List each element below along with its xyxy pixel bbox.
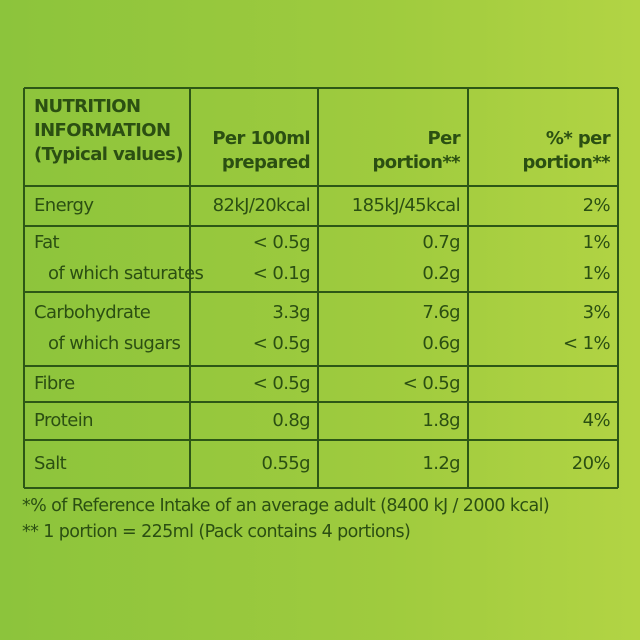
- row-border: [24, 365, 618, 367]
- footnote: ** 1 portion = 225ml (Pack contains 4 po…: [22, 522, 411, 542]
- nutrient-value: 0.8g: [272, 409, 310, 431]
- column-border: [467, 88, 469, 488]
- header-text: prepared: [221, 152, 311, 173]
- header-text: INFORMATION: [34, 120, 171, 141]
- nutrient-value: 3.3g: [272, 302, 310, 323]
- nutrient-value: 82kJ/20kcal: [212, 194, 311, 216]
- row-border: [24, 401, 618, 403]
- nutrient-name: of which sugars: [48, 333, 181, 354]
- nutrient-value: < 0.5g: [252, 333, 311, 354]
- nutrient-value: 4%: [582, 409, 611, 431]
- nutrient-value: 1%: [582, 263, 611, 284]
- nutrient-value: < 0.5g: [252, 372, 311, 394]
- row-border: [24, 225, 618, 227]
- nutrient-value: < 0.5g: [402, 372, 461, 394]
- row-border: [24, 487, 618, 489]
- nutrient-value: 20%: [571, 452, 611, 474]
- nutrient-value: 0.2g: [422, 263, 460, 284]
- column-border: [617, 88, 619, 488]
- nutrient-value: 185kJ/45kcal: [351, 194, 461, 216]
- nutrient-value: 0.6g: [422, 333, 460, 354]
- nutrient-name: Fat: [34, 232, 60, 253]
- nutrient-name: Energy: [34, 194, 94, 216]
- header-text: (Typical values): [34, 144, 183, 165]
- nutrient-name: of which saturates: [48, 263, 204, 284]
- header-text: portion**: [522, 152, 610, 173]
- footnote: *% of Reference Intake of an average adu…: [22, 496, 550, 516]
- nutrient-value: 1.8g: [422, 409, 460, 431]
- row-border: [24, 439, 618, 441]
- nutrient-value: < 0.5g: [252, 232, 311, 253]
- column-border: [23, 88, 25, 488]
- nutrient-name: Carbohydrate: [34, 302, 151, 323]
- row-border: [24, 87, 618, 89]
- header-text: Per 100ml: [212, 128, 310, 149]
- nutrient-value: 1.2g: [422, 452, 460, 474]
- nutrient-value: < 1%: [563, 333, 611, 354]
- header-text: %* per: [545, 128, 611, 149]
- nutrient-value: 3%: [582, 302, 611, 323]
- row-border: [24, 291, 618, 293]
- row-border: [24, 185, 618, 187]
- nutrient-name: Salt: [34, 452, 67, 474]
- header-text: NUTRITION: [34, 96, 141, 117]
- header-text: Per: [427, 128, 461, 149]
- nutrient-value: 1%: [582, 232, 611, 253]
- nutrient-value: 0.7g: [422, 232, 460, 253]
- column-border: [189, 88, 191, 488]
- nutrient-value: < 0.1g: [252, 263, 311, 284]
- nutrient-name: Protein: [34, 409, 94, 431]
- nutrient-name: Fibre: [34, 372, 75, 394]
- column-border: [317, 88, 319, 488]
- nutrient-value: 7.6g: [422, 302, 460, 323]
- header-text: portion**: [372, 152, 460, 173]
- nutrient-value: 2%: [582, 194, 611, 216]
- nutrient-value: 0.55g: [261, 452, 310, 474]
